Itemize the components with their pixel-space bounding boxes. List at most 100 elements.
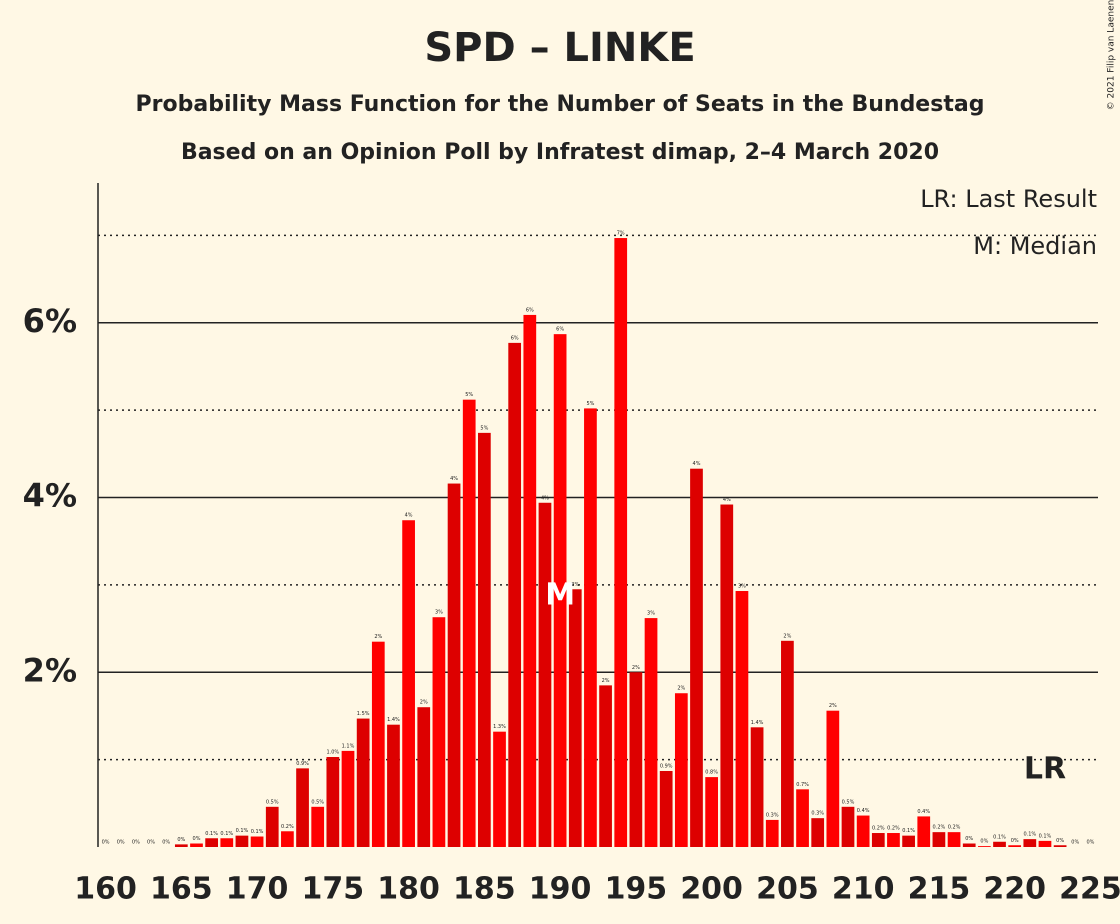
value-label: 1.4% bbox=[751, 720, 764, 726]
value-label: 0% bbox=[132, 840, 140, 846]
x-tick-label: 195 bbox=[605, 872, 668, 907]
value-label: 0.1% bbox=[220, 831, 233, 837]
value-label: 5% bbox=[586, 401, 594, 407]
value-label: 0.2% bbox=[872, 826, 885, 832]
bar bbox=[356, 718, 370, 847]
bar bbox=[371, 641, 385, 847]
bar bbox=[735, 591, 749, 847]
bar bbox=[750, 727, 764, 847]
y-tick-label: 2% bbox=[23, 651, 77, 689]
value-label: 0% bbox=[1011, 838, 1019, 844]
x-tick-label: 180 bbox=[377, 872, 440, 907]
value-label: 2% bbox=[783, 633, 791, 639]
value-label: 0% bbox=[1071, 840, 1079, 846]
value-label: 0.1% bbox=[251, 829, 264, 835]
value-label: 3% bbox=[647, 611, 655, 617]
bar bbox=[674, 693, 688, 847]
value-label: 0.4% bbox=[857, 808, 870, 814]
value-label: 2% bbox=[677, 686, 685, 692]
bar bbox=[447, 483, 461, 847]
value-label: 1.4% bbox=[387, 717, 400, 723]
value-label: 0.2% bbox=[933, 825, 946, 831]
legend-entry: LR: Last Result bbox=[920, 185, 1097, 213]
bar bbox=[690, 468, 703, 847]
bar bbox=[568, 589, 582, 847]
bar bbox=[993, 841, 1006, 847]
x-tick-label: 225 bbox=[1059, 872, 1120, 907]
bar bbox=[235, 835, 249, 847]
x-tick-label: 185 bbox=[453, 872, 516, 907]
bar bbox=[538, 502, 552, 847]
value-label: 0% bbox=[965, 836, 973, 842]
bar bbox=[281, 831, 294, 847]
bar bbox=[599, 685, 612, 847]
median-marker: M bbox=[545, 578, 575, 613]
value-label: 4% bbox=[405, 513, 413, 519]
x-tick-label: 220 bbox=[983, 872, 1046, 907]
value-label: 0.1% bbox=[1023, 832, 1036, 838]
bar bbox=[387, 724, 400, 847]
bar bbox=[932, 832, 946, 847]
chart-subtitle: Based on an Opinion Poll by Infratest di… bbox=[181, 140, 939, 165]
bar bbox=[765, 819, 779, 847]
x-tick-label: 165 bbox=[150, 872, 213, 907]
value-label: 4% bbox=[450, 476, 458, 482]
bar bbox=[523, 314, 537, 847]
value-label: 0.3% bbox=[811, 811, 824, 817]
value-label: 6% bbox=[511, 335, 519, 341]
bar bbox=[493, 731, 506, 847]
value-label: 0.2% bbox=[948, 825, 961, 831]
value-label: 0% bbox=[980, 839, 988, 845]
bar bbox=[265, 806, 279, 847]
bar bbox=[871, 833, 885, 847]
bar bbox=[856, 815, 870, 847]
bar bbox=[978, 846, 991, 847]
value-label: 0.5% bbox=[311, 799, 324, 805]
bar bbox=[811, 818, 825, 847]
value-label: 1.5% bbox=[357, 711, 370, 717]
value-label: 6% bbox=[526, 307, 534, 313]
value-label: 1.3% bbox=[493, 724, 506, 730]
bar bbox=[947, 832, 961, 847]
value-label: 0.8% bbox=[705, 770, 718, 776]
bar bbox=[1038, 840, 1052, 847]
bar bbox=[1008, 845, 1022, 847]
last-result-marker: LR bbox=[1024, 752, 1066, 787]
value-label: 2% bbox=[420, 700, 428, 706]
value-label: 5% bbox=[465, 392, 473, 398]
bar bbox=[402, 520, 415, 847]
value-label: 5% bbox=[480, 425, 488, 431]
value-label: 2% bbox=[602, 678, 610, 684]
chart-title: SPD – LINKE bbox=[424, 25, 695, 71]
value-label: 4% bbox=[723, 497, 731, 503]
x-tick-label: 205 bbox=[756, 872, 819, 907]
bar bbox=[220, 838, 234, 847]
bar bbox=[902, 835, 915, 847]
bar bbox=[462, 399, 476, 847]
value-label: 0.4% bbox=[917, 809, 930, 815]
value-label: 0% bbox=[177, 837, 185, 843]
chart-subtitle: Probability Mass Function for the Number… bbox=[136, 92, 985, 117]
value-label: 3% bbox=[571, 582, 579, 588]
bar bbox=[796, 789, 809, 847]
x-tick-label: 160 bbox=[74, 872, 137, 907]
x-tick-label: 190 bbox=[529, 872, 592, 907]
value-label: 0.7% bbox=[796, 782, 809, 788]
value-label: 0% bbox=[117, 840, 125, 846]
bar bbox=[962, 843, 976, 847]
copyright: © 2021 Filip van Laenen bbox=[1107, 0, 1117, 110]
bar bbox=[629, 672, 643, 847]
value-label: 1.1% bbox=[342, 743, 355, 749]
x-tick-label: 170 bbox=[226, 872, 289, 907]
value-label: 4% bbox=[541, 495, 549, 501]
value-label: 0.1% bbox=[1039, 833, 1052, 839]
value-label: 0% bbox=[102, 840, 110, 846]
bar bbox=[887, 833, 900, 847]
value-label: 3% bbox=[738, 584, 746, 590]
value-label: 6% bbox=[556, 327, 564, 333]
value-label: 0% bbox=[1086, 840, 1094, 846]
legend-entry: M: Median bbox=[973, 232, 1097, 260]
value-label: 0% bbox=[162, 840, 170, 846]
bar bbox=[296, 768, 309, 847]
bar bbox=[705, 777, 718, 847]
